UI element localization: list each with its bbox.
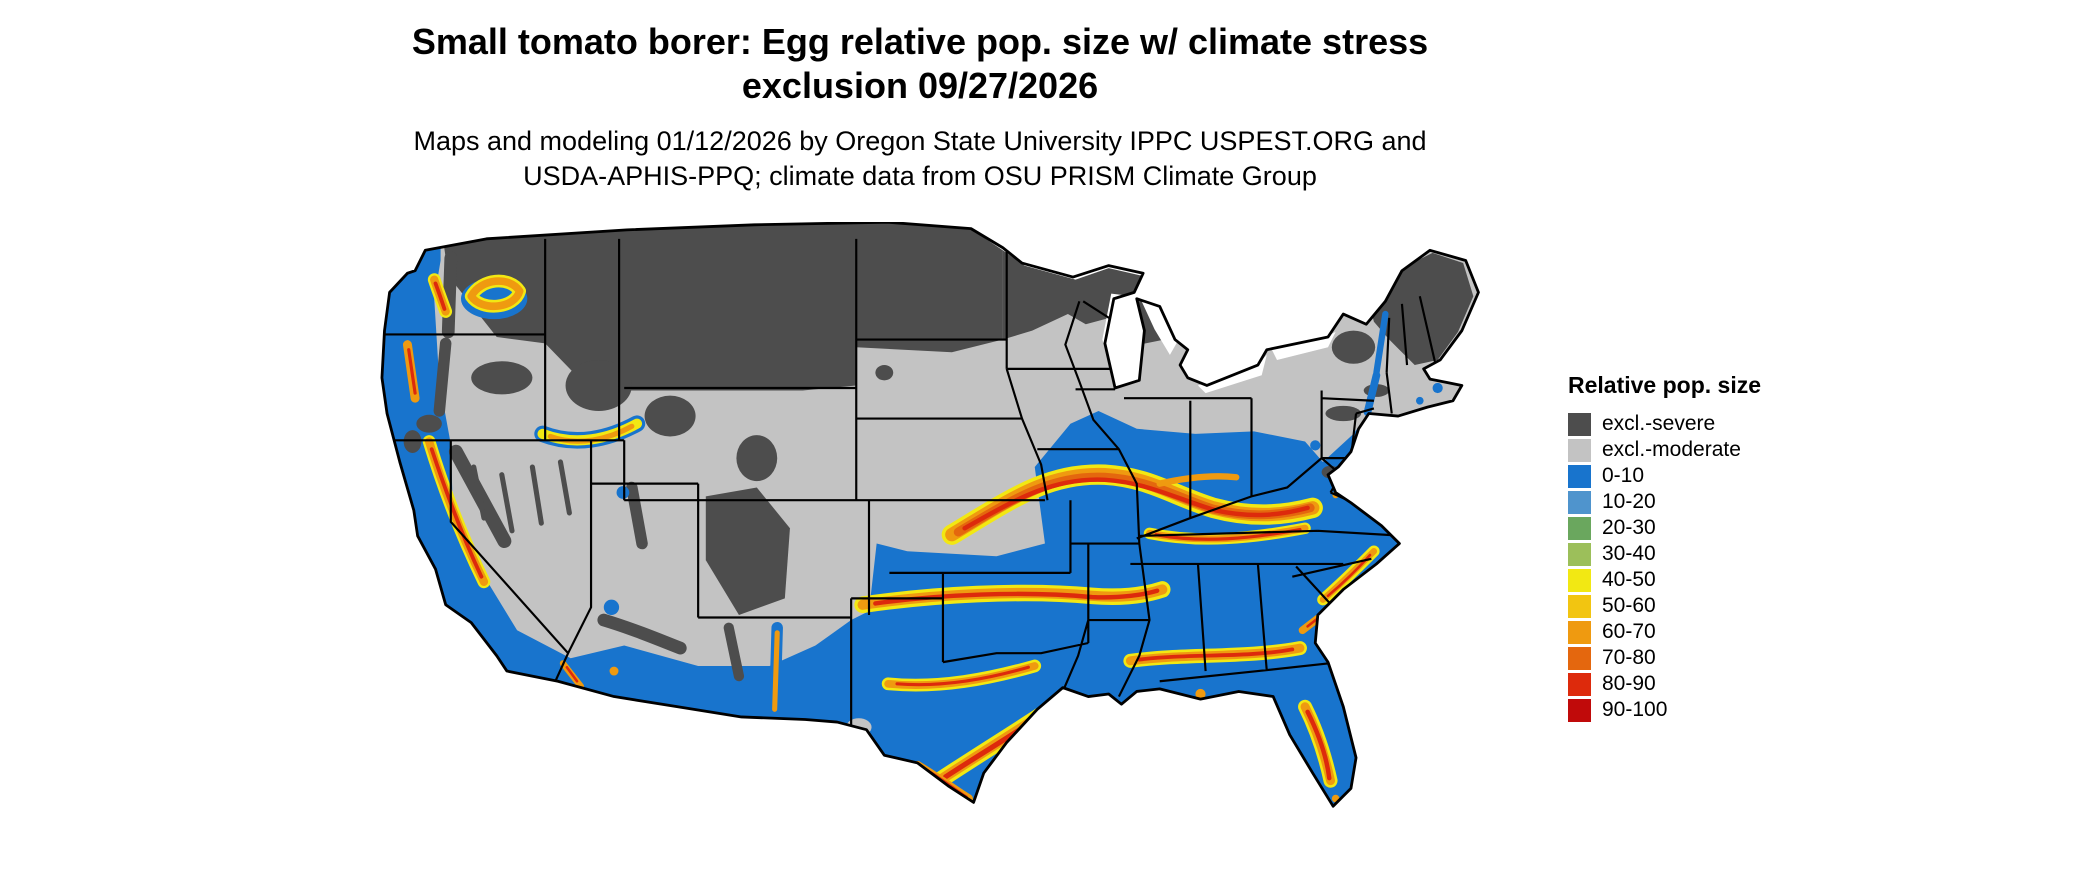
legend-swatch <box>1568 490 1591 514</box>
legend-label: 50-60 <box>1602 594 1656 617</box>
hot-band-central-texas <box>881 659 1042 692</box>
hot-band-california-valley <box>422 435 491 589</box>
legend-item: 40-50 <box>1568 567 1761 593</box>
state-borders <box>381 238 1437 726</box>
legend-label: 10-20 <box>1602 490 1656 513</box>
us-map <box>308 222 1532 860</box>
region-excl-severe <box>403 222 1474 682</box>
legend-swatch <box>1568 698 1591 722</box>
legend-label: excl.-moderate <box>1602 438 1741 461</box>
hot-band-carolinas <box>1317 545 1380 606</box>
legend-item: 70-80 <box>1568 645 1761 671</box>
legend-swatch <box>1568 438 1591 462</box>
legend-item: 50-60 <box>1568 593 1761 619</box>
legend-item: 20-30 <box>1568 515 1761 541</box>
legend-item: excl.-severe <box>1568 411 1761 437</box>
legend-items: excl.-severe excl.-moderate 0-10 10-20 20-30… <box>1568 411 1761 723</box>
legend-item: excl.-moderate <box>1568 437 1761 463</box>
hot-band-florida <box>1195 688 1340 803</box>
legend-swatch <box>1568 516 1591 540</box>
hot-band-willamette <box>402 340 420 403</box>
legend: Relative pop. size excl.-severe excl.-mod… <box>1568 372 1761 723</box>
legend-label: 0-10 <box>1602 464 1645 487</box>
legend-swatch <box>1568 464 1591 488</box>
legend-label: 90-100 <box>1602 698 1668 721</box>
hot-band-deep-south <box>1123 600 1340 668</box>
us-map-svg <box>380 222 1480 808</box>
legend-item: 90-100 <box>1568 697 1761 723</box>
legend-label: 20-30 <box>1602 516 1656 539</box>
legend-label: 40-50 <box>1602 568 1656 591</box>
hot-band-puget-sound <box>427 273 453 318</box>
hot-band-columbia-basin <box>464 274 527 313</box>
legend-label: 70-80 <box>1602 646 1656 669</box>
legend-item: 10-20 <box>1568 489 1761 515</box>
legend-swatch <box>1568 620 1591 644</box>
legend-label: 60-70 <box>1602 620 1656 643</box>
legend-label: excl.-severe <box>1602 412 1716 435</box>
legend-label: 30-40 <box>1602 542 1656 565</box>
legend-title: Relative pop. size <box>1568 372 1762 398</box>
hot-band-central <box>941 464 1323 545</box>
hot-band-chesapeake <box>1332 463 1357 499</box>
legend-swatch <box>1568 568 1591 592</box>
legend-swatch <box>1568 594 1591 618</box>
legend-swatch <box>1568 542 1591 566</box>
map-title-line2: exclusion 09/27/2026 <box>741 65 1099 106</box>
legend-item: 30-40 <box>1568 541 1761 567</box>
legend-swatch <box>1568 672 1591 696</box>
hot-band-southwest <box>559 630 780 712</box>
map-title-line1: Small tomato borer: Egg relative pop. si… <box>411 21 1429 62</box>
legend-label: 80-90 <box>1602 672 1656 695</box>
us-outline <box>380 222 1480 808</box>
map-subtitle-line2: USDA-APHIS-PPQ; climate data from OSU PR… <box>523 161 1317 191</box>
legend-item: 80-90 <box>1568 671 1761 697</box>
legend-item: 60-70 <box>1568 619 1761 645</box>
legend-swatch <box>1568 646 1591 670</box>
title-block: Small tomato borer: Egg relative pop. si… <box>320 20 1520 194</box>
legend-swatch <box>1568 412 1591 436</box>
legend-item: 0-10 <box>1568 463 1761 489</box>
lake-huron <box>1139 296 1181 355</box>
map-subtitle-line1: Maps and modeling 01/12/2026 by Oregon S… <box>413 126 1427 156</box>
map-subtitle: Maps and modeling 01/12/2026 by Oregon S… <box>320 124 1520 194</box>
